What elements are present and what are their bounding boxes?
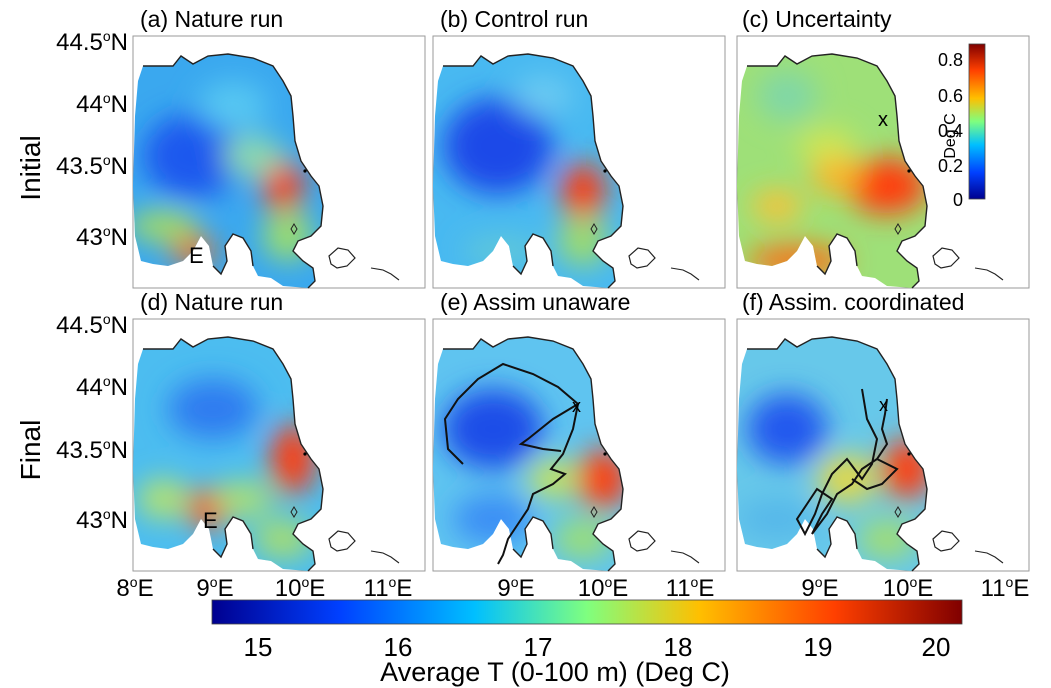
lon-tick: 8oE xyxy=(116,574,153,602)
panel-c: x 0.8 0.6 0.4 0.2 0 Deg C xyxy=(736,35,1030,289)
unc-tick: 0 xyxy=(953,190,963,210)
main-colorbar xyxy=(211,599,963,625)
lat-tick: 43oN xyxy=(76,223,128,251)
glider-track-branch xyxy=(851,458,899,491)
unc-tick: 0.2 xyxy=(938,156,963,176)
lat-tick: 43.5oN xyxy=(56,436,128,464)
marker-x: x xyxy=(572,396,581,416)
lon-tick: 11oE xyxy=(666,574,715,602)
lat-tick: 44oN xyxy=(76,373,128,401)
lat-tick: 43.5oN xyxy=(56,152,128,180)
glider-track xyxy=(443,362,580,565)
marker-e: E xyxy=(203,508,218,533)
unc-tick: 0.8 xyxy=(938,50,963,70)
panel-e-title: (e) Assim unaware xyxy=(440,289,630,315)
unc-tick: 0.4 xyxy=(938,121,963,141)
colorbar-tick: 18 xyxy=(664,632,693,662)
colorbar-tick: 15 xyxy=(244,632,273,662)
panel-a-title: (a) Nature run xyxy=(140,6,283,32)
uncertainty-colorbar-title: Deg C xyxy=(942,113,959,158)
panel-d-title: (d) Nature run xyxy=(140,289,283,315)
marker-e: E xyxy=(189,243,204,268)
lon-tick: 9oE xyxy=(801,574,838,602)
colorbar-tick: 20 xyxy=(922,632,951,662)
glider-track-branch xyxy=(518,403,579,452)
lon-axis: 8oE 9oE 10oE 11oE 9oE 10oE 11oE 9oE 10oE… xyxy=(116,574,1029,602)
uncertainty-colorbar-ticks: 0.8 0.6 0.4 0.2 0 xyxy=(938,50,963,210)
lon-tick: 11oE xyxy=(364,574,413,602)
lat-tick: 44oN xyxy=(76,90,128,118)
colorbar-tick: 17 xyxy=(524,632,553,662)
main-colorbar-ticks: 15 16 17 18 19 20 xyxy=(244,632,951,662)
uncertainty-colorbar xyxy=(968,43,986,200)
colorbar-tick: 16 xyxy=(384,632,413,662)
panel-b-title: (b) Control run xyxy=(440,6,588,32)
panel-f-title: (f) Assim. coordinated xyxy=(742,289,964,315)
colorbar-tick: 19 xyxy=(804,632,833,662)
panel-d: E xyxy=(132,318,426,572)
lat-tick: 43oN xyxy=(76,506,128,534)
panel-c-title: (c) Uncertainty xyxy=(742,6,892,32)
lat-tick: 44.5oN xyxy=(56,311,128,339)
panel-b xyxy=(432,35,726,289)
lon-tick: 9oE xyxy=(497,574,534,602)
colorbar-title: Average T (0-100 m) (Deg C) xyxy=(380,657,730,687)
marker-x: x xyxy=(879,395,888,415)
lon-tick: 10oE xyxy=(275,574,326,602)
panel-e: x xyxy=(432,318,726,572)
lat-axis-bottom: 44.5oN 44oN 43.5oN 43oN xyxy=(56,311,128,534)
lon-tick: 9oE xyxy=(196,574,233,602)
lon-tick: 10oE xyxy=(578,574,629,602)
lon-tick: 11oE xyxy=(981,574,1030,602)
unc-tick: 0.6 xyxy=(938,86,963,106)
row-label-final: Final xyxy=(15,420,46,481)
lat-axis-top: 44.5oN 44oN 43.5oN 43oN xyxy=(56,28,128,251)
row-label-initial: Initial xyxy=(15,135,46,200)
panel-a: E xyxy=(132,35,426,289)
panel-f: x xyxy=(736,318,1030,572)
marker-x: x xyxy=(878,109,888,131)
lat-tick: 44.5oN xyxy=(56,28,128,56)
lon-tick: 10oE xyxy=(883,574,934,602)
